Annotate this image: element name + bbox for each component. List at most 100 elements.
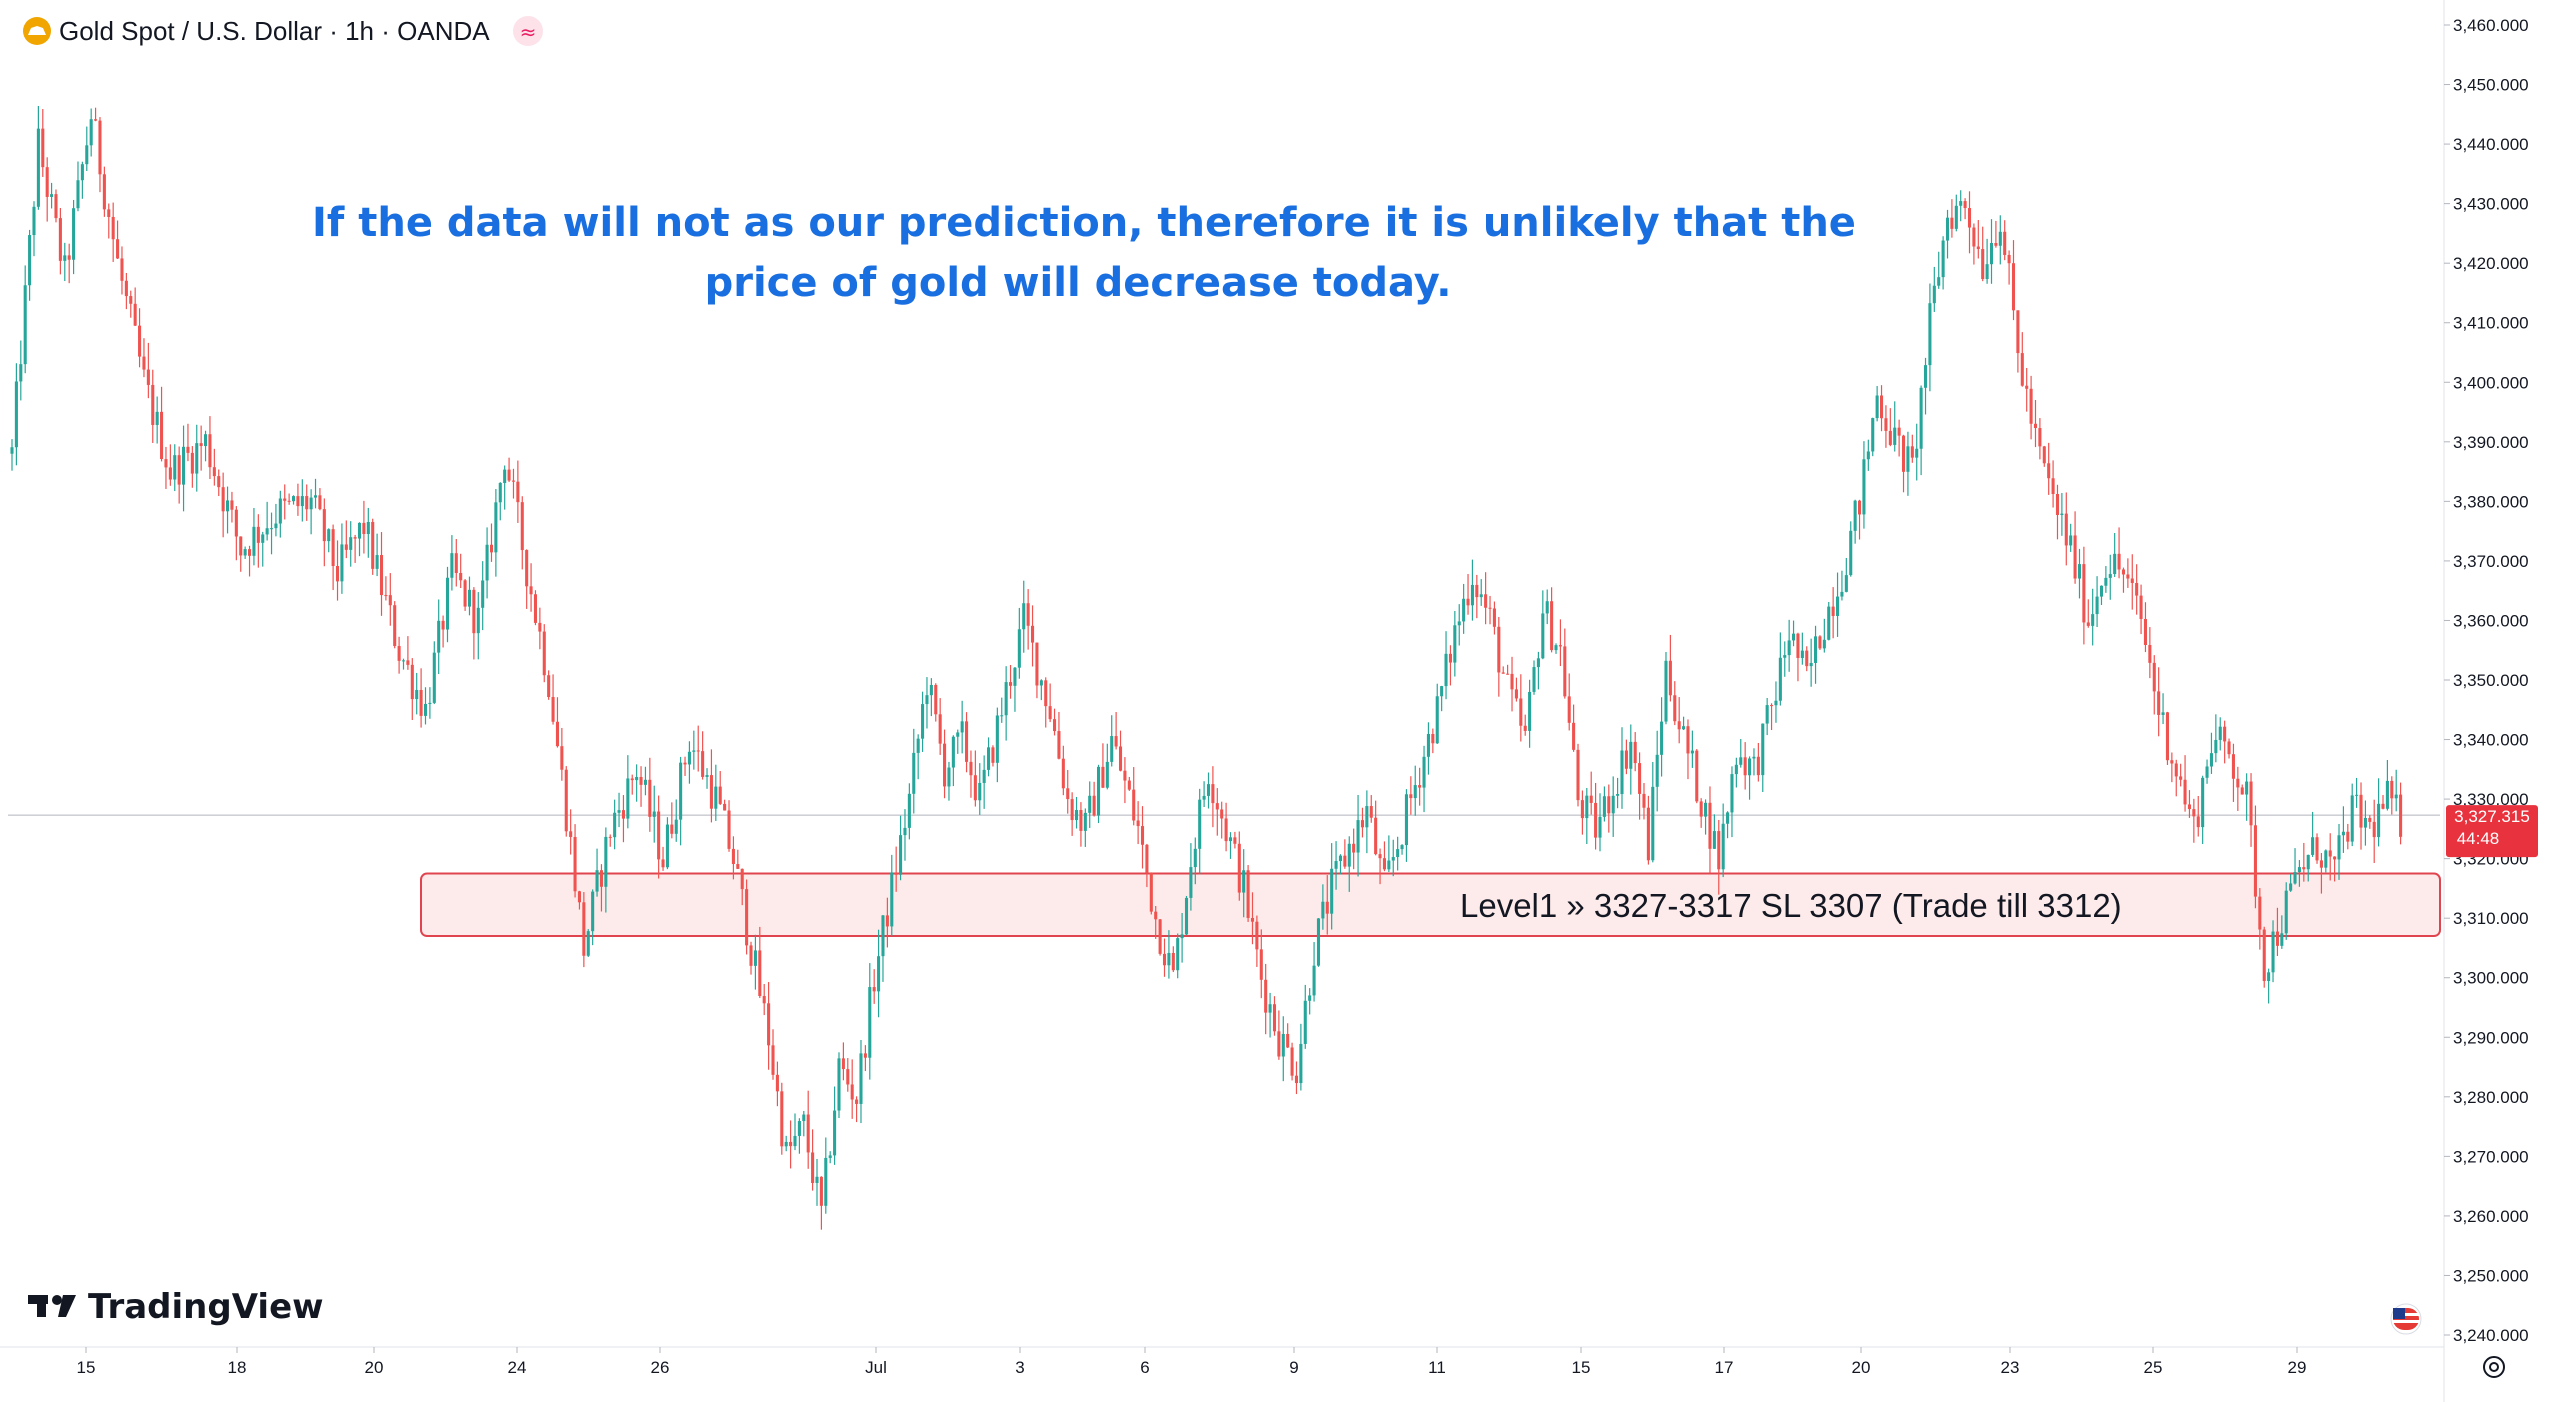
candle-body [107, 209, 111, 217]
candle-body [287, 500, 291, 502]
candle-body [604, 836, 608, 887]
support-zone[interactable] [420, 872, 2441, 938]
candle-body [410, 664, 414, 700]
candle-body [1009, 682, 1013, 686]
candle-body [459, 573, 463, 581]
brand-name: TradingView [88, 1287, 324, 1327]
candle-body [525, 550, 529, 587]
candle-body [1510, 673, 1514, 690]
candle-body [1171, 952, 1175, 971]
y-tick-label: 3,420.000 [2453, 254, 2529, 273]
x-tick-label: 29 [2288, 1358, 2307, 1377]
x-tick-label: 20 [365, 1358, 384, 1377]
candle-body [2170, 760, 2174, 764]
candle-body [1822, 639, 1826, 649]
candle-body [1457, 621, 1461, 626]
candle-body [2047, 463, 2051, 479]
candle-body [72, 208, 76, 260]
gear-icon[interactable] [2483, 1356, 2505, 1378]
candle-body [868, 987, 872, 1058]
candle-body [168, 467, 172, 480]
candle-body [2135, 583, 2139, 596]
us-flag-icon[interactable] [2390, 1303, 2422, 1335]
candle-body [2363, 817, 2367, 828]
y-tick-label: 3,400.000 [2453, 373, 2529, 392]
candle-body [701, 751, 705, 777]
y-tick-label: 3,290.000 [2453, 1028, 2529, 1047]
candle-body [2359, 794, 2363, 828]
candle-body [2165, 712, 2169, 761]
candle-body [1057, 731, 1061, 759]
candle-body [2029, 388, 2033, 424]
x-tick-label: 6 [1140, 1358, 1149, 1377]
candle-body [221, 487, 225, 512]
candle-body [1462, 598, 1466, 622]
candle-body [1572, 722, 1576, 750]
candle-body [1576, 749, 1580, 801]
candle-body [1052, 719, 1057, 732]
candle-body [1453, 625, 1457, 663]
candle-body [2302, 867, 2306, 870]
candle-body [2333, 856, 2337, 860]
candle-body [912, 752, 916, 794]
candle-body [1162, 953, 1167, 966]
candle-body [1418, 785, 1422, 788]
candle-body [494, 502, 498, 553]
candle-body [1616, 794, 1620, 796]
candle-body [2337, 835, 2341, 860]
candle-body [1022, 603, 1026, 630]
candle-body [599, 870, 603, 887]
y-tick-label: 3,380.000 [2453, 492, 2529, 511]
compare-icon[interactable] [513, 16, 543, 46]
candle-body [1923, 365, 1928, 388]
candle-body [1132, 789, 1136, 821]
candle-body [199, 443, 203, 447]
candle-body [780, 1091, 784, 1147]
candle-body [1308, 995, 1312, 1001]
candle-body [1519, 698, 1523, 726]
candle-body [2038, 428, 2042, 447]
candle-body [1193, 848, 1197, 868]
x-tick-label: 11 [1428, 1358, 1446, 1377]
y-tick-label: 3,430.000 [2453, 195, 2529, 214]
candle-body [2280, 933, 2284, 946]
candle-body [709, 775, 713, 809]
candle-body [2201, 777, 2205, 828]
candle-body [1805, 650, 1809, 667]
candle-body [151, 384, 155, 425]
candle-body [1352, 843, 1356, 853]
candle-body [406, 660, 410, 665]
price-axis[interactable]: 3,460.000 3,450.000 3,440.000 3,430.000 3,42… [2444, 16, 2529, 1345]
candle-body [1492, 608, 1496, 627]
candle-body [1198, 799, 1202, 849]
tradingview-logo[interactable]: TradingView [28, 1287, 324, 1327]
candle-body [397, 646, 401, 661]
candle-body [1963, 201, 1967, 209]
candle-body [577, 891, 581, 903]
candle-body [1633, 741, 1637, 764]
candle-body [375, 555, 379, 569]
candle-body [450, 553, 454, 578]
candle-body [2179, 776, 2183, 780]
candle-body [613, 812, 617, 838]
candle-body [2033, 423, 2038, 429]
y-tick-label: 3,310.000 [2453, 909, 2529, 928]
candle-body [797, 1121, 801, 1136]
candle-body [1941, 240, 1945, 278]
candle-body [335, 565, 340, 582]
candle-body [1431, 734, 1435, 744]
candle-body [899, 835, 903, 875]
candle-body [2253, 825, 2257, 897]
candle-body [1330, 868, 1334, 914]
symbol-header[interactable]: Gold Spot / U.S. Dollar · 1h · OANDA ≈ [23, 16, 543, 46]
candle-body [349, 537, 353, 550]
candle-body [322, 509, 326, 542]
candle-body [1202, 795, 1206, 800]
time-axis[interactable]: 15 18 20 24 26 Jul 3 6 9 11 15 17 20 23 25 29 [77, 1347, 2307, 1377]
candle-body [1857, 500, 1862, 515]
y-tick-label: 3,250.000 [2453, 1266, 2529, 1285]
candle-body [674, 819, 678, 834]
candle-body [1602, 796, 1606, 817]
